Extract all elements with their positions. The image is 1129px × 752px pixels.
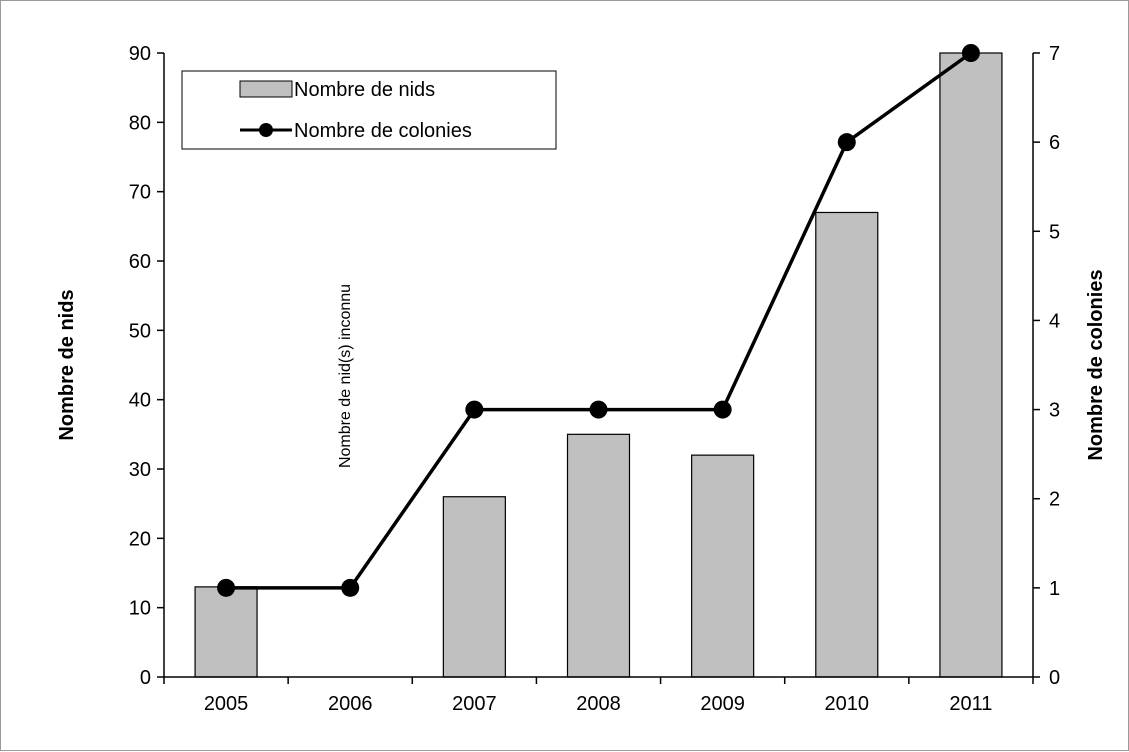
x-tick-label-2011: 2011 <box>949 693 992 715</box>
legend-bar-label: Nombre de nids <box>294 79 435 101</box>
y-tick-label-90: 90 <box>129 43 151 65</box>
y-tick-label-80: 80 <box>129 112 151 134</box>
line-series-group <box>217 44 980 597</box>
y-tick-label-60: 60 <box>129 251 151 273</box>
y2-tick-label-4: 4 <box>1049 310 1060 332</box>
colonies-point-2010 <box>837 133 856 152</box>
y-tick-label-50: 50 <box>129 320 151 342</box>
y2-tick-label-1: 1 <box>1049 578 1060 600</box>
bar-2011 <box>939 52 1003 678</box>
y2-tick-label-7: 7 <box>1049 43 1060 65</box>
bar-2007 <box>442 496 506 678</box>
y-axis-title: Nombre de nids <box>56 289 78 440</box>
colonies-point-2011 <box>961 44 980 62</box>
y2-tick-label-5: 5 <box>1049 221 1060 243</box>
y-tick-label-30: 30 <box>129 459 151 481</box>
bar-2009 <box>691 454 755 678</box>
y2-tick-label-6: 6 <box>1049 132 1060 154</box>
x-tick-label-2005: 2005 <box>204 693 249 715</box>
missing-data-annotation: Nombre de nid(s) inconnu <box>337 284 354 468</box>
y-tick-label-10: 10 <box>129 598 151 620</box>
x-tick-label-2008: 2008 <box>576 693 621 715</box>
colonies-point-2005 <box>217 578 236 597</box>
y2-tick-label-3: 3 <box>1049 400 1060 422</box>
legend: Nombre de nids Nombre de colonies <box>181 70 557 150</box>
bar-2005 <box>194 586 258 678</box>
colonies-point-2007 <box>465 400 484 419</box>
y-tick-label-0: 0 <box>140 667 151 689</box>
colonies-point-2008 <box>589 400 608 419</box>
x-ticks-group: 2005 2006 2007 2008 2009 2010 2011 <box>163 677 1034 715</box>
y2-tick-label-2: 2 <box>1049 489 1060 511</box>
right-ticks-group: 0 1 2 3 4 5 6 7 <box>1033 43 1060 689</box>
x-tick-label-2006: 2006 <box>328 693 373 715</box>
x-tick-label-2009: 2009 <box>700 693 745 715</box>
bar-series-group <box>194 52 1003 678</box>
colonies-point-2006 <box>341 578 360 597</box>
left-ticks-group: 0 10 20 30 40 50 60 70 80 90 <box>129 43 164 689</box>
y-tick-label-40: 40 <box>129 390 151 412</box>
bar-2010 <box>815 211 879 678</box>
x-tick-label-2010: 2010 <box>825 693 870 715</box>
legend-bar-swatch <box>239 80 293 98</box>
y2-tick-label-0: 0 <box>1049 667 1060 689</box>
legend-line-marker <box>259 123 273 137</box>
y-tick-label-70: 70 <box>129 182 151 204</box>
y2-axis-title: Nombre de colonies <box>1085 269 1107 460</box>
x-tick-label-2007: 2007 <box>452 693 497 715</box>
bar-2008 <box>566 433 631 678</box>
axes-group <box>163 53 1034 678</box>
colonies-point-2009 <box>713 400 732 419</box>
legend-line-label: Nombre de colonies <box>294 120 472 142</box>
y-tick-label-20: 20 <box>129 528 151 550</box>
